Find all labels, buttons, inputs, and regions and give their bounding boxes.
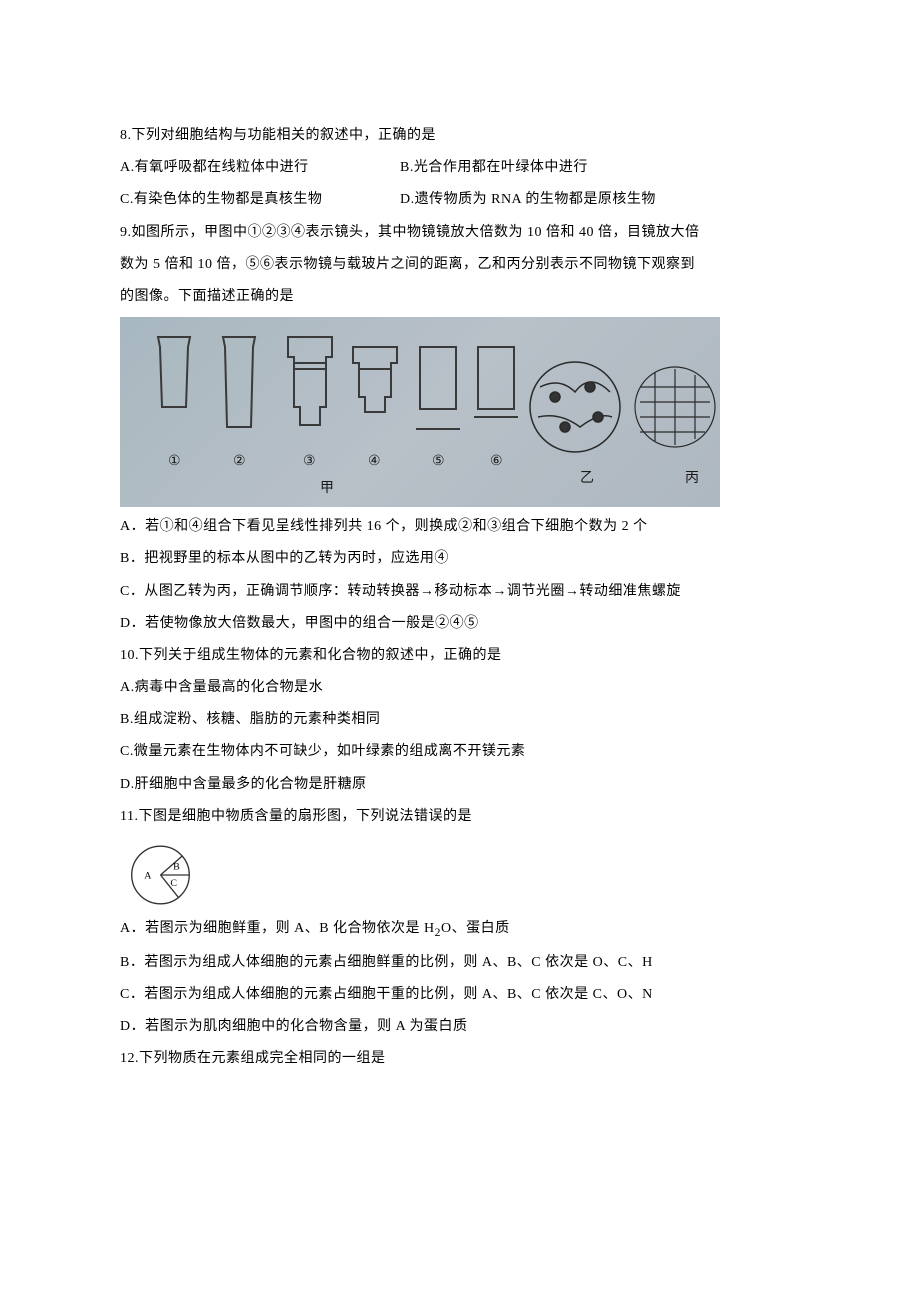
q10-opt-b: B.组成淀粉、核糖、脂肪的元素种类相同 bbox=[120, 704, 800, 736]
q10-opt-a: A.病毒中含量最高的化合物是水 bbox=[120, 672, 800, 704]
q11-opt-c: C．若图示为组成人体细胞的元素占细胞干重的比例，则 A、B、C 依次是 C、O、… bbox=[120, 979, 800, 1011]
q10-stem: 10.下列关于组成生物体的元素和化合物的叙述中，正确的是 bbox=[120, 640, 800, 672]
label-5: ⑤ bbox=[432, 454, 445, 469]
q9-opt-b: B．把视野里的标本从图中的乙转为丙时，应选用④ bbox=[120, 543, 800, 575]
q12-stem: 12.下列物质在元素组成完全相同的一组是 bbox=[120, 1043, 800, 1075]
q11-opt-a: A．若图示为细胞鲜重，则 A、B 化合物依次是 H2O、蛋白质 bbox=[120, 913, 800, 947]
pie-label-c: C bbox=[170, 878, 177, 889]
q8-opt-c: C.有染色体的生物都是真核生物 bbox=[120, 184, 400, 216]
microscope-lens-diagram-icon: ① ② ③ ④ ⑤ ⑥ 甲 乙 丙 bbox=[120, 317, 720, 507]
label-3: ③ bbox=[303, 454, 316, 469]
label-6: ⑥ bbox=[490, 454, 503, 469]
q9-stem-2: 数为 5 倍和 10 倍，⑤⑥表示物镜与载玻片之间的距离，乙和丙分别表示不同物镜… bbox=[120, 249, 800, 281]
q11-opt-b: B．若图示为组成人体细胞的元素占细胞鲜重的比例，则 A、B、C 依次是 O、C、… bbox=[120, 947, 800, 979]
pie-chart-icon: A B C bbox=[120, 839, 210, 911]
q11-opt-a-pre: A．若图示为细胞鲜重，则 A、B 化合物依次是 H bbox=[120, 921, 435, 936]
label-yi: 乙 bbox=[580, 470, 594, 486]
q9-opt-d: D．若使物像放大倍数最大，甲图中的组合一般是②④⑤ bbox=[120, 608, 800, 640]
q11-opt-d: D．若图示为肌肉细胞中的化合物含量，则 A 为蛋白质 bbox=[120, 1011, 800, 1043]
q8-row-ab: A.有氧呼吸都在线粒体中进行 B.光合作用都在叶绿体中进行 bbox=[120, 152, 800, 184]
q11-opt-a-post: O、蛋白质 bbox=[441, 921, 510, 936]
q8-stem: 8.下列对细胞结构与功能相关的叙述中，正确的是 bbox=[120, 120, 800, 152]
q9-opt-c: C．从图乙转为丙，正确调节顺序：转动转换器→移动标本→调节光圈→转动细准焦螺旋 bbox=[120, 576, 800, 608]
q9-figure-jia: ① ② ③ ④ ⑤ ⑥ 甲 乙 丙 bbox=[120, 317, 720, 507]
q9-stem-1: 9.如图所示，甲图中①②③④表示镜头，其中物镜镜放大倍数为 10 倍和 40 倍… bbox=[120, 217, 800, 249]
label-2: ② bbox=[233, 454, 246, 469]
label-1: ① bbox=[168, 454, 181, 469]
pie-label-b: B bbox=[173, 862, 180, 873]
q11-stem: 11.下图是细胞中物质含量的扇形图，下列说法错误的是 bbox=[120, 801, 800, 833]
q8-opt-d: D.遗传物质为 RNA 的生物都是原核生物 bbox=[400, 184, 656, 216]
q8-row-cd: C.有染色体的生物都是真核生物 D.遗传物质为 RNA 的生物都是原核生物 bbox=[120, 184, 800, 216]
label-4: ④ bbox=[368, 454, 381, 469]
label-jia: 甲 bbox=[320, 481, 334, 496]
q10-opt-c: C.微量元素在生物体内不可缺少，如叶绿素的组成离不开镁元素 bbox=[120, 736, 800, 768]
q8-opt-a: A.有氧呼吸都在线粒体中进行 bbox=[120, 152, 400, 184]
q8-opt-b: B.光合作用都在叶绿体中进行 bbox=[400, 152, 588, 184]
pie-label-a: A bbox=[144, 871, 152, 882]
q9-opt-a: A．若①和④组合下看见呈线性排列共 16 个，则换成②和③组合下细胞个数为 2 … bbox=[120, 511, 800, 543]
label-bing: 丙 bbox=[685, 471, 699, 486]
q10-opt-d: D.肝细胞中含量最多的化合物是肝糖原 bbox=[120, 769, 800, 801]
q9-stem-3: 的图像。下面描述正确的是 bbox=[120, 281, 800, 313]
